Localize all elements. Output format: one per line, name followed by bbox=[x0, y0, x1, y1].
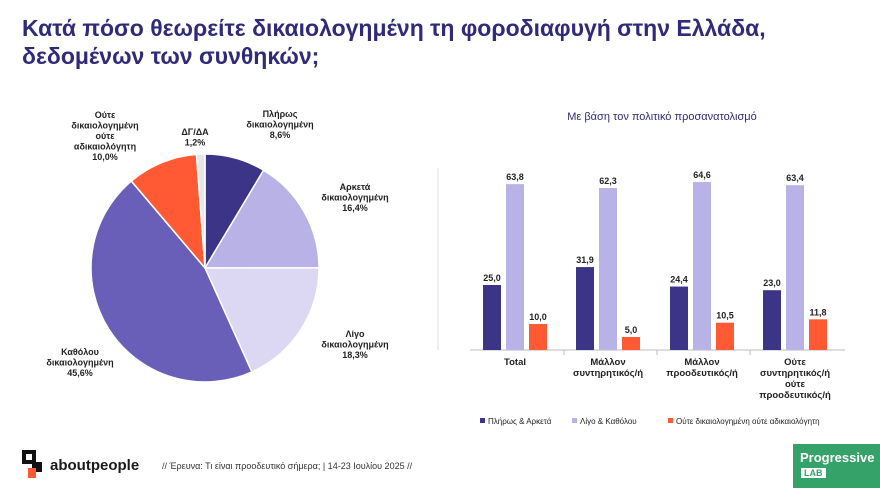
bar bbox=[670, 286, 688, 350]
pie-slice bbox=[203, 169, 320, 269]
legend-label: Πλήρως & Αρκετά bbox=[488, 417, 552, 426]
bar-value-label: 31,9 bbox=[576, 255, 594, 265]
brand-name: aboutpeople bbox=[50, 456, 140, 474]
legend-swatch bbox=[668, 418, 673, 423]
pie-slice bbox=[90, 179, 253, 383]
legend-label: Ούτε δικαιολογημένη ούτε αδικαιολόγητη bbox=[676, 417, 820, 426]
bar-value-label: 23,0 bbox=[763, 278, 781, 288]
pie-slice-label: Καθόλου δικαιολογημένη 45,6% bbox=[46, 347, 113, 378]
pie-slice-label: Αρκετά δικαιολογημένη 16,4% bbox=[321, 182, 388, 213]
x-tick-label: Μάλλον προοδευτικός/ή bbox=[666, 357, 738, 379]
legend-swatch bbox=[572, 418, 577, 423]
pie-slice-label: Πλήρως δικαιολογημένη 8,6% bbox=[246, 109, 313, 140]
x-tick-label: Ούτε συντηρητικός/ή ούτε προοδευτικός/ή bbox=[759, 357, 831, 401]
partner-sub: LAB bbox=[801, 468, 826, 478]
legend-label: Λίγο & Καθόλου bbox=[580, 417, 637, 426]
partner-name: Progressive bbox=[800, 450, 875, 465]
bar bbox=[693, 182, 711, 350]
pie-slice-label: ΔΓ/ΔΑ 1,2% bbox=[181, 127, 209, 148]
bar bbox=[506, 184, 524, 350]
bar-value-label: 64,6 bbox=[693, 170, 711, 180]
page-title: Κατά πόσο θεωρείτε δικαιολογημένη τη φορ… bbox=[22, 15, 766, 69]
x-tick-label: Total bbox=[504, 357, 526, 368]
bar bbox=[483, 285, 501, 350]
logo-mark-icon bbox=[22, 450, 44, 480]
legend-swatch bbox=[480, 418, 485, 423]
bar-value-label: 10,0 bbox=[529, 312, 547, 322]
bar bbox=[809, 319, 827, 350]
bar-value-label: 5,0 bbox=[625, 325, 638, 335]
pie-slice-label: Λίγο δικαιολογημένη 18,3% bbox=[321, 329, 388, 360]
pie-slice bbox=[203, 267, 320, 373]
bar bbox=[576, 267, 594, 350]
progressive-lab-logo: Progressive LAB bbox=[793, 444, 880, 488]
bar-value-label: 63,8 bbox=[506, 172, 524, 182]
aboutpeople-logo: aboutpeople bbox=[22, 450, 139, 480]
pie-slice bbox=[130, 153, 206, 271]
bar bbox=[763, 290, 781, 350]
bar bbox=[599, 188, 617, 350]
bar bbox=[716, 322, 734, 350]
pie-slice-label: Ούτε δικαιολογημένη ούτε αδικαιολόγητη 10,0% bbox=[71, 110, 138, 162]
bar-value-label: 10,5 bbox=[716, 311, 734, 321]
bar bbox=[622, 337, 640, 350]
bar bbox=[529, 324, 547, 350]
bar-value-label: 63,4 bbox=[786, 173, 804, 183]
bar-value-label: 11,8 bbox=[809, 307, 826, 317]
bar bbox=[786, 185, 804, 350]
bar-chart-subtitle: Με βάση τον πολιτικό προσανατολισμό bbox=[567, 111, 757, 123]
pie-slice bbox=[195, 153, 206, 269]
bar-value-label: 25,0 bbox=[483, 273, 501, 283]
bar-value-label: 24,4 bbox=[670, 275, 688, 285]
footer-note: // Έρευνα: Τι είναι προοδευτικό σήμερα; … bbox=[162, 461, 413, 471]
x-tick-label: Μάλλον συντηρητικός/ή bbox=[573, 357, 643, 379]
bar-value-label: 62,3 bbox=[599, 176, 617, 186]
